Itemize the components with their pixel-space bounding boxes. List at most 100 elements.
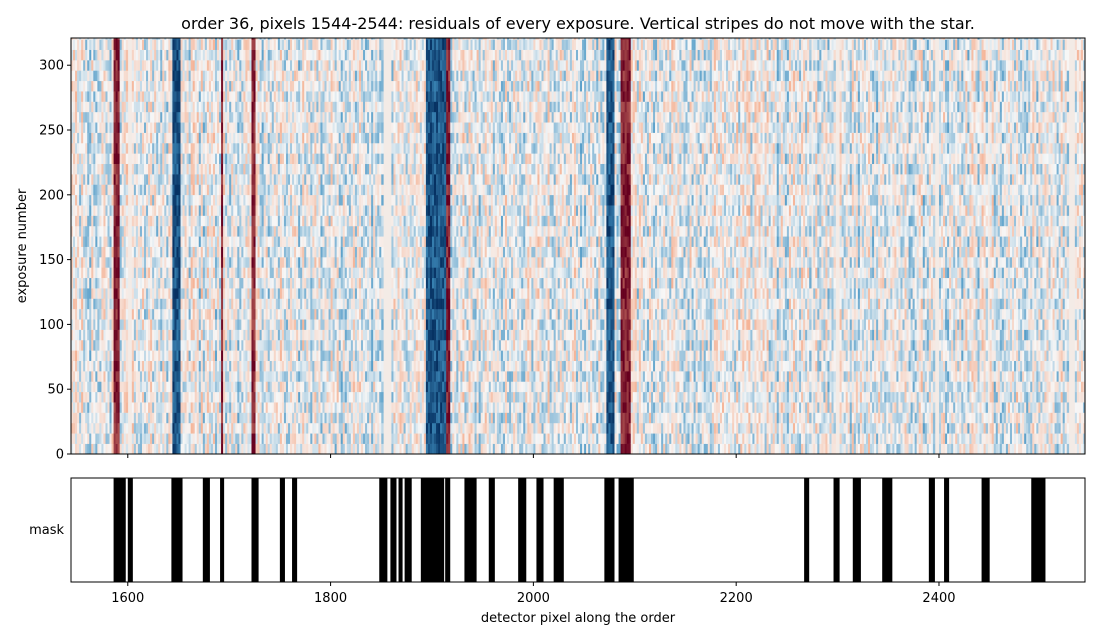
heatmap-cell	[219, 308, 222, 320]
heatmap-cell	[223, 70, 226, 82]
heatmap-cell	[214, 39, 218, 50]
heatmap-cell	[269, 381, 273, 393]
heatmap-cell	[214, 163, 218, 175]
heatmap-cell	[265, 339, 269, 351]
heatmap-cell	[275, 49, 279, 61]
heatmap-cell	[263, 329, 266, 341]
heatmap-cell	[71, 163, 74, 175]
heatmap-cell	[235, 350, 238, 361]
heatmap-cell	[99, 194, 102, 206]
heatmap-cell	[292, 288, 295, 299]
heatmap-cell	[79, 163, 82, 175]
heatmap-cell	[251, 277, 254, 289]
heatmap-cell	[261, 381, 264, 393]
heatmap-cell	[257, 101, 260, 113]
heatmap-cell	[139, 111, 143, 123]
heatmap-cell	[223, 246, 226, 258]
heatmap-cell	[133, 38, 137, 40]
heatmap-cell	[196, 60, 200, 71]
heatmap-cell	[105, 443, 108, 454]
heatmap-cell	[210, 60, 214, 71]
heatmap-cell	[241, 277, 244, 289]
heatmap-cell	[214, 412, 218, 424]
heatmap-cell	[95, 122, 98, 133]
heatmap-cell	[117, 277, 120, 289]
heatmap-cell	[121, 381, 125, 393]
heatmap-cell	[221, 80, 224, 92]
heatmap-cell	[166, 122, 169, 133]
heatmap-cell	[141, 91, 145, 102]
heatmap-cell	[172, 308, 175, 320]
heatmap-cell	[283, 215, 287, 227]
heatmap-cell	[158, 225, 161, 237]
heatmap-cell	[316, 38, 319, 40]
heatmap-cell	[212, 111, 216, 123]
heatmap-cell	[150, 298, 153, 310]
heatmap-cell	[168, 153, 171, 165]
heatmap-cell	[146, 174, 149, 185]
heatmap-cell	[170, 122, 173, 133]
heatmap-cell	[316, 277, 319, 289]
heatmap-cell	[306, 298, 309, 310]
heatmap-cell	[219, 91, 222, 102]
heatmap-cell	[239, 101, 242, 113]
heatmap-cell	[178, 319, 181, 330]
heatmap-cell	[263, 246, 266, 258]
heatmap-cell	[184, 111, 187, 123]
heatmap-cell	[117, 267, 120, 279]
heatmap-cell	[89, 360, 92, 372]
heatmap-cell	[271, 101, 275, 113]
heatmap-cell	[214, 288, 218, 299]
heatmap-cell	[275, 402, 279, 413]
heatmap-cell	[217, 60, 220, 71]
heatmap-cell	[133, 194, 137, 206]
heatmap-cell	[294, 267, 297, 279]
heatmap-cell	[198, 205, 202, 216]
heatmap-cell	[135, 412, 139, 424]
heatmap-cell	[217, 443, 220, 454]
heatmap-cell	[257, 339, 260, 351]
heatmap-cell	[227, 49, 230, 61]
heatmap-cell	[217, 70, 220, 82]
heatmap-cell	[271, 60, 275, 71]
heatmap-cell	[164, 381, 167, 393]
heatmap-cell	[97, 360, 100, 372]
heatmap-cell	[156, 205, 159, 216]
heatmap-cell	[172, 132, 175, 144]
heatmap-cell	[294, 122, 297, 133]
heatmap-cell	[243, 350, 246, 361]
heatmap-cell	[208, 433, 212, 444]
heatmap-cell	[123, 246, 127, 258]
heatmap-cell	[192, 163, 196, 175]
heatmap-cell	[87, 215, 90, 227]
heatmap-cell	[109, 225, 112, 237]
heatmap-cell	[302, 319, 305, 330]
heatmap-cell	[107, 319, 110, 330]
heatmap-cell	[139, 184, 143, 196]
heatmap-cell	[192, 194, 196, 206]
heatmap-cell	[75, 142, 78, 154]
heatmap-cell	[103, 371, 106, 382]
heatmap-cell	[229, 298, 232, 310]
heatmap-cell	[123, 308, 127, 320]
heatmap-cell	[312, 132, 315, 144]
heatmap-cell	[194, 277, 198, 289]
heatmap-cell	[281, 122, 285, 133]
heatmap-cell	[210, 267, 214, 279]
heatmap-cell	[283, 391, 287, 403]
heatmap-cell	[182, 163, 185, 175]
heatmap-cell	[212, 122, 216, 133]
heatmap-cell	[292, 443, 295, 454]
heatmap-cell	[312, 215, 315, 227]
heatmap-cell	[308, 225, 311, 237]
heatmap-cell	[308, 433, 311, 444]
heatmap-cell	[119, 329, 122, 341]
heatmap-cell	[146, 215, 149, 227]
heatmap-cell	[237, 381, 240, 393]
heatmap-cell	[302, 132, 305, 144]
heatmap-cell	[160, 267, 163, 279]
heatmap-cell	[160, 236, 163, 247]
heatmap-cell	[283, 339, 287, 351]
heatmap-cell	[241, 433, 244, 444]
heatmap-cell	[198, 381, 202, 393]
